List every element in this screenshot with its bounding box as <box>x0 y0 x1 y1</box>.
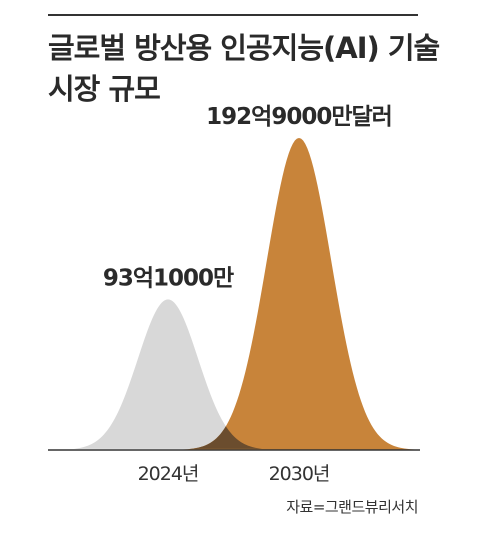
top-rule <box>48 14 418 16</box>
value-label-2030: 192억9000만달러 <box>206 104 392 130</box>
source-note: 자료=그랜드뷰리서치 <box>286 498 418 516</box>
x-tick-label-2030: 2030년 <box>269 463 330 485</box>
title-line-2: 시장 규모 <box>48 72 161 106</box>
peak-2030 <box>175 138 423 450</box>
peak-2024 <box>74 299 262 449</box>
value-label-2024: 93억1000만 <box>103 265 234 291</box>
chart-title: 글로벌 방산용 인공지능(AI) 기술 시장 규모 <box>48 28 448 110</box>
x-tick-label-2024: 2024년 <box>138 463 199 485</box>
title-line-1: 글로벌 방산용 인공지능(AI) 기술 <box>48 31 440 65</box>
